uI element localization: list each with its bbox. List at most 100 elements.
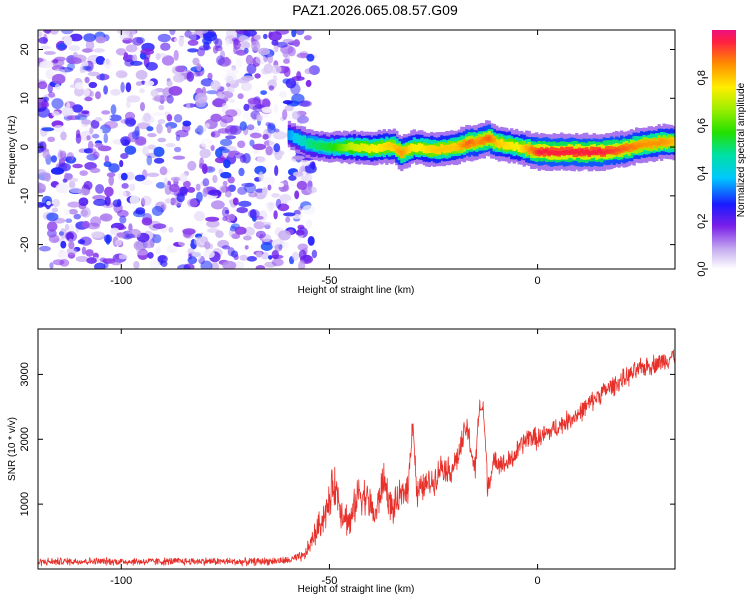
track-segment	[590, 151, 594, 156]
noise-speck	[95, 128, 103, 134]
noise-speck	[240, 41, 251, 50]
noise-speck	[255, 188, 265, 193]
noise-speck	[202, 178, 210, 187]
track-segment	[520, 146, 524, 151]
noise-speck	[120, 81, 125, 93]
track-segment	[575, 149, 579, 154]
noise-speck	[236, 207, 248, 214]
noise-speck	[200, 78, 214, 87]
noise-speck	[250, 40, 261, 52]
noise-speck	[124, 145, 137, 155]
track-segment	[332, 146, 337, 150]
noise-speck	[186, 103, 191, 109]
track-segment	[377, 145, 381, 149]
noise-speck	[151, 205, 164, 217]
noise-speck	[183, 180, 191, 188]
noise-speck	[166, 80, 173, 87]
noise-speck	[222, 180, 228, 187]
noise-speck	[51, 199, 61, 208]
track-segment	[637, 143, 641, 148]
noise-speck	[173, 114, 183, 123]
track-segment	[417, 146, 421, 151]
noise-speck	[82, 220, 90, 229]
noise-speck	[278, 230, 291, 241]
track-segment	[617, 147, 621, 152]
noise-speck	[48, 91, 55, 98]
noise-speck	[267, 53, 274, 64]
track-segment	[547, 150, 551, 156]
noise-speck	[157, 119, 166, 124]
noise-speck	[165, 122, 178, 129]
noise-speck	[54, 143, 64, 152]
track-segment	[420, 147, 424, 151]
track-segment	[467, 139, 471, 144]
snr-ylabel: SNR (10 * v/v)	[7, 417, 18, 481]
track-segment	[460, 143, 464, 148]
noise-speck	[159, 166, 168, 176]
track-segment	[382, 144, 386, 149]
track-segment	[435, 148, 439, 153]
noise-speck	[204, 122, 210, 128]
noise-speck	[202, 187, 208, 198]
noise-speck	[253, 34, 261, 40]
noise-speck	[255, 230, 266, 239]
noise-speck	[68, 241, 75, 249]
noise-speck	[38, 169, 46, 175]
noise-speck	[104, 186, 114, 197]
track-segment	[362, 145, 366, 150]
snr-xlabel: Height of straight line (km)	[298, 584, 415, 595]
noise-speck	[294, 190, 300, 200]
noise-speck	[131, 130, 140, 140]
noise-speck	[173, 241, 185, 247]
track-segment	[480, 139, 484, 144]
spectrogram-ytick-label: -20	[19, 237, 31, 253]
noise-speck	[46, 212, 59, 222]
track-segment	[305, 141, 309, 145]
track-segment	[327, 146, 332, 150]
track-segment	[387, 143, 391, 148]
noise-speck	[227, 86, 235, 94]
track-segment	[522, 145, 526, 150]
track-segment	[287, 131, 292, 138]
noise-speck	[273, 45, 279, 52]
snr-x-ticks: -100 -50 0	[110, 329, 541, 587]
noise-speck	[40, 100, 50, 109]
noise-speck	[141, 217, 153, 226]
colorbar-ticks: 0.0 0.2 0.4 0.6 0.8	[696, 70, 708, 277]
noise-speck	[247, 99, 261, 110]
noise-speck	[266, 204, 276, 213]
noise-speck	[63, 208, 70, 217]
noise-speck	[222, 216, 228, 222]
noise-speck	[192, 57, 200, 66]
noise-speck	[153, 146, 165, 157]
noise-speck	[118, 254, 128, 260]
track-segment	[562, 150, 566, 155]
noise-speck	[178, 38, 185, 47]
noise-speck	[66, 115, 81, 121]
noise-speck	[263, 63, 274, 74]
noise-speck	[295, 229, 305, 236]
noise-speck	[227, 184, 236, 192]
noise-speck	[90, 231, 104, 239]
noise-speck	[77, 239, 86, 245]
track-segment	[597, 148, 601, 153]
track-segment	[455, 145, 459, 150]
noise-speck	[306, 186, 317, 194]
noise-speck	[231, 65, 237, 71]
noise-speck	[110, 88, 121, 96]
noise-speck	[119, 215, 127, 224]
noise-speck	[87, 71, 100, 77]
noise-speck	[119, 32, 131, 41]
noise-speck	[252, 143, 267, 150]
snr-frame	[37, 328, 676, 570]
track-segment	[380, 145, 384, 150]
noise-speck	[207, 228, 220, 233]
snr-xtick-label: 0	[535, 575, 541, 587]
noise-speck	[290, 83, 301, 95]
track-segment	[345, 144, 349, 149]
noise-speck	[124, 111, 136, 121]
noise-speck	[83, 148, 93, 154]
noise-speck	[140, 102, 145, 112]
noise-speck	[135, 207, 146, 215]
track-segment	[392, 144, 396, 149]
